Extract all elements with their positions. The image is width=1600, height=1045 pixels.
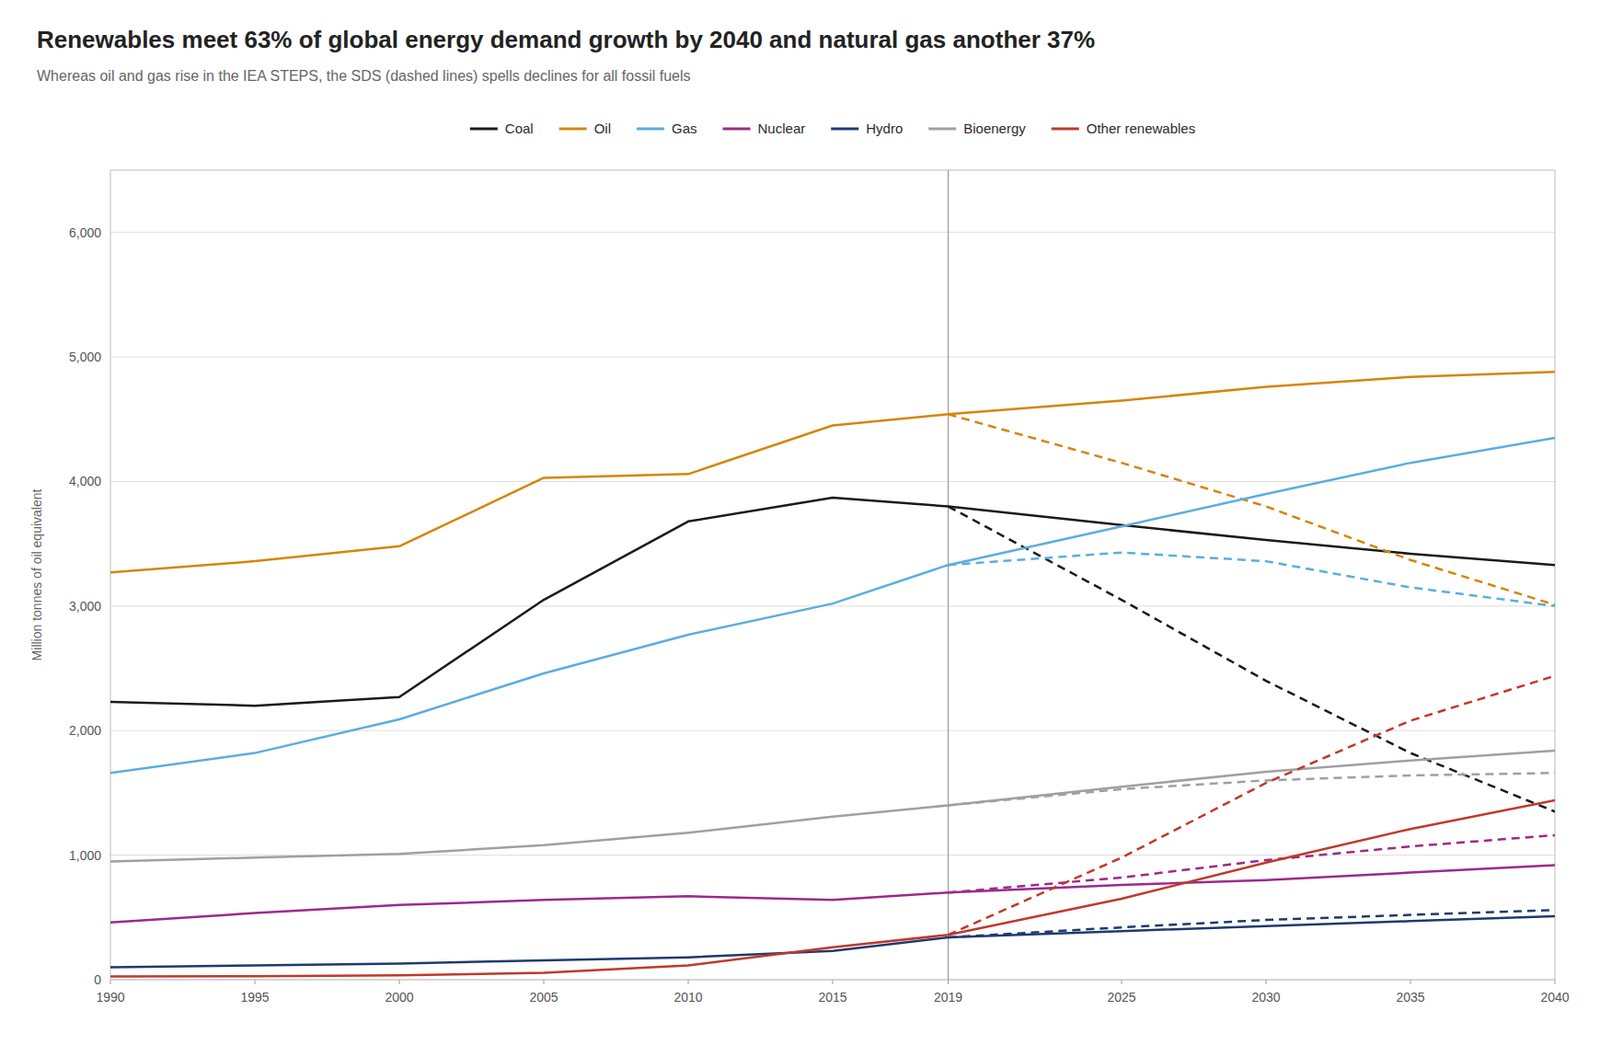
y-tick-label: 1,000 [69, 848, 102, 864]
reference-line [947, 170, 949, 980]
legend-item: Gas [636, 120, 698, 137]
x-tick-label: 2005 [529, 989, 558, 1005]
legend-item: Hydro [830, 120, 903, 137]
series-line [110, 864, 1555, 922]
x-tick [399, 979, 401, 985]
grid-line [110, 356, 1555, 358]
y-axis-label: Million tonnes of oil equivalent [29, 489, 45, 662]
subtitle: Whereas oil and gas rise in the IEA STEP… [36, 68, 691, 84]
title: Renewables meet 63% of global energy dem… [36, 25, 1095, 54]
x-tick-label: 2035 [1395, 989, 1425, 1005]
series-line [110, 800, 1555, 978]
series-line [110, 916, 1555, 968]
x-tick [832, 979, 834, 985]
legend: Coal Oil Gas Nuclear Hydro Bioenergy Other ren… [470, 120, 1196, 137]
legend-swatch [928, 127, 956, 131]
series-line [948, 414, 1555, 605]
x-tick-label: 1995 [240, 989, 269, 1005]
x-tick [1410, 979, 1412, 985]
series-line [948, 835, 1555, 893]
grid-line [110, 231, 1555, 233]
x-tick-label: 1990 [95, 989, 125, 1005]
grid-line [110, 605, 1555, 607]
series-line [110, 371, 1555, 573]
x-tick-label: 2019 [933, 989, 963, 1005]
legend-item: Bioenergy [928, 120, 1026, 137]
legend-swatch [830, 127, 859, 131]
x-tick-label: 2010 [673, 989, 703, 1005]
legend-swatch [723, 127, 751, 131]
y-tick-label: 5,000 [69, 349, 102, 365]
y-tick-label: 0 [93, 972, 102, 988]
grid-line [110, 730, 1555, 732]
legend-label: Other renewables [1086, 120, 1196, 137]
legend-label: Oil [594, 120, 611, 137]
x-tick [688, 979, 690, 985]
series-line [948, 552, 1555, 607]
x-tick [254, 979, 256, 985]
series-line [110, 497, 1555, 706]
x-tick-label: 2015 [817, 989, 847, 1005]
legend-item: Other renewables [1051, 120, 1196, 137]
series-line [948, 506, 1555, 813]
x-tick-label: 2025 [1106, 989, 1136, 1005]
series-line [110, 437, 1555, 773]
legend-swatch [1051, 127, 1080, 131]
grid [110, 232, 1555, 980]
x-tick-label: 2000 [384, 989, 414, 1005]
x-tick [1266, 979, 1267, 985]
background [0, 0, 1600, 1045]
grid-line [110, 481, 1555, 483]
legend-item: Oil [559, 120, 611, 137]
y-tick-label: 4,000 [69, 473, 102, 489]
x-tick [1554, 979, 1556, 985]
legend-label: Bioenergy [963, 120, 1026, 137]
chart: Renewables meet 63% of global energy dem… [0, 0, 1600, 1045]
x-tick [110, 979, 112, 985]
legend-swatch [470, 127, 498, 131]
x-tick [1121, 979, 1123, 985]
x-tick-label: 2030 [1251, 989, 1280, 1005]
x-tick [947, 979, 949, 985]
legend-label: Gas [671, 120, 698, 137]
y-tick-label: 3,000 [69, 598, 102, 614]
plot-area [110, 170, 1555, 980]
legend-item: Nuclear [723, 120, 806, 137]
y-tick-label: 6,000 [69, 225, 102, 241]
legend-item: Coal [470, 120, 534, 137]
legend-label: Coal [505, 120, 534, 137]
legend-swatch [559, 127, 588, 131]
y-tick-label: 2,000 [69, 723, 102, 738]
x-tick-label: 2040 [1540, 989, 1569, 1005]
legend-label: Hydro [865, 120, 903, 137]
series-line [948, 909, 1555, 938]
legend-swatch [636, 127, 665, 131]
legend-label: Nuclear [758, 120, 806, 137]
x-tick [543, 979, 545, 985]
plot-frame [110, 170, 1555, 980]
series-line [948, 676, 1555, 936]
